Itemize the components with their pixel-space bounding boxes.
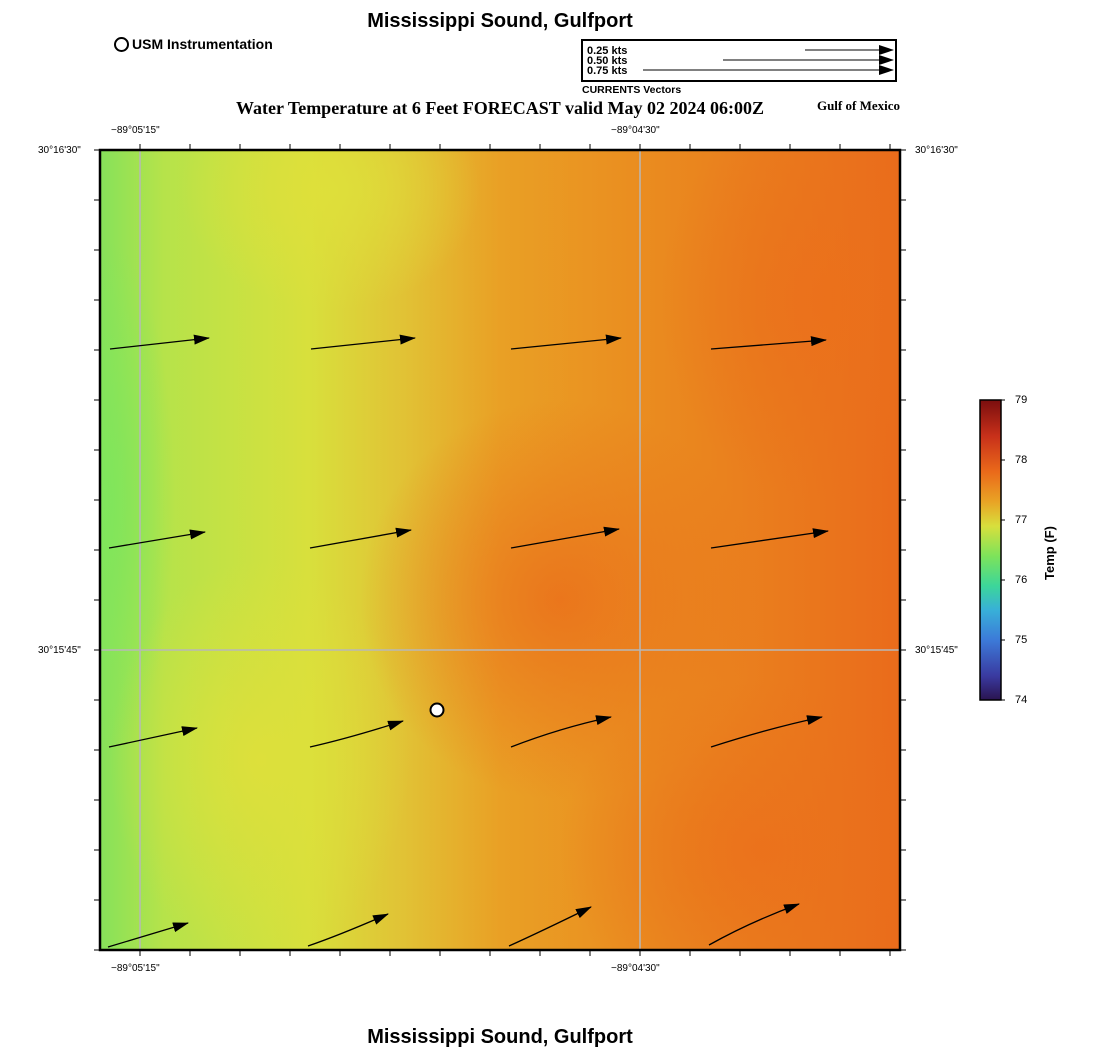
lat-tick-left: 30°16'30" (38, 145, 81, 156)
temperature-map (94, 144, 906, 956)
vector-legend-caption: CURRENTS Vectors (582, 84, 682, 96)
colorbar-label: 76 (1015, 574, 1028, 586)
colorbar-label: 79 (1015, 394, 1028, 406)
graticule (100, 150, 900, 950)
station-legend-label: USM Instrumentation (132, 36, 273, 52)
station-marker-icon (114, 36, 129, 52)
station-marker[interactable] (429, 702, 445, 718)
vector-legend-entry: 0.75 kts (587, 65, 628, 77)
lat-tick-right: 30°15'45" (915, 645, 958, 656)
temperature-field (100, 150, 900, 950)
current-vectors (107, 334, 829, 948)
map-title: Mississippi Sound, Gulfport (367, 10, 633, 32)
vector-legend-arrows (643, 45, 894, 75)
frame-ticks (94, 144, 906, 956)
lon-tick-bottom: −89°05'15" (111, 963, 160, 974)
lat-tick-left: 30°15'45" (38, 645, 81, 656)
lon-tick-top: −89°04'30" (611, 125, 660, 136)
vector-legend-entry: 0.25 kts (587, 45, 628, 57)
station-legend: USM Instrumentation (114, 36, 273, 52)
vector-legend-entry: 0.50 kts (587, 55, 628, 67)
vector-legend: 0.25 kts 0.50 kts 0.75 kts (581, 39, 897, 82)
lon-tick-top: −89°05'15" (111, 125, 160, 136)
colorbar-label: 77 (1015, 514, 1028, 526)
lat-tick-right: 30°16'30" (915, 145, 958, 156)
colorbar (979, 399, 1005, 701)
plot-title: Water Temperature at 6 Feet FORECAST val… (236, 98, 764, 118)
region-label: Gulf of Mexico (816, 98, 900, 113)
colorbar-label: 75 (1015, 634, 1028, 646)
map-footer-title: Mississippi Sound, Gulfport (367, 1026, 633, 1048)
colorbar-label: 78 (1015, 454, 1028, 466)
colorbar-label: 74 (1015, 694, 1028, 706)
colorbar-title: Temp (F) (1042, 526, 1057, 580)
lon-tick-bottom: −89°04'30" (611, 963, 660, 974)
